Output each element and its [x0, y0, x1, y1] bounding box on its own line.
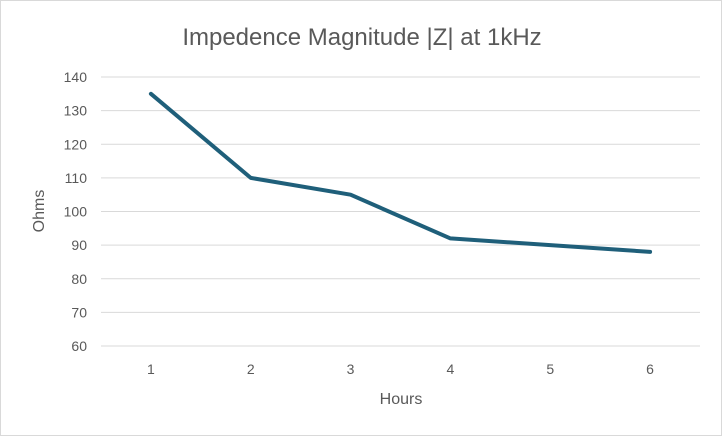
y-tick-label: 90 — [71, 237, 87, 253]
x-tick-label: 1 — [147, 361, 155, 377]
y-tick-label: 60 — [71, 338, 87, 354]
x-tick-label: 6 — [646, 361, 654, 377]
y-tick-label: 80 — [71, 271, 87, 287]
y-axis-tick-labels: 60 70 80 90 100 110 120 130 140 — [64, 69, 88, 354]
y-tick-label: 100 — [64, 204, 88, 220]
x-tick-label: 4 — [447, 361, 455, 377]
series-line — [151, 94, 650, 252]
chart-title: Impedence Magnitude |Z| at 1kHz — [182, 24, 541, 51]
y-tick-label: 120 — [64, 136, 88, 152]
x-tick-label: 5 — [546, 361, 554, 377]
y-axis-title: Ohms — [31, 190, 48, 233]
x-tick-label: 2 — [247, 361, 255, 377]
y-tick-label: 130 — [64, 103, 88, 119]
x-axis-tick-labels: 1 2 3 4 5 6 — [147, 361, 654, 377]
gridlines — [101, 77, 700, 346]
x-axis-title: Hours — [380, 391, 423, 408]
y-tick-label: 140 — [64, 69, 88, 85]
x-tick-label: 3 — [347, 361, 355, 377]
y-tick-label: 110 — [65, 170, 88, 186]
y-tick-label: 70 — [71, 304, 87, 320]
series-group — [151, 94, 650, 252]
